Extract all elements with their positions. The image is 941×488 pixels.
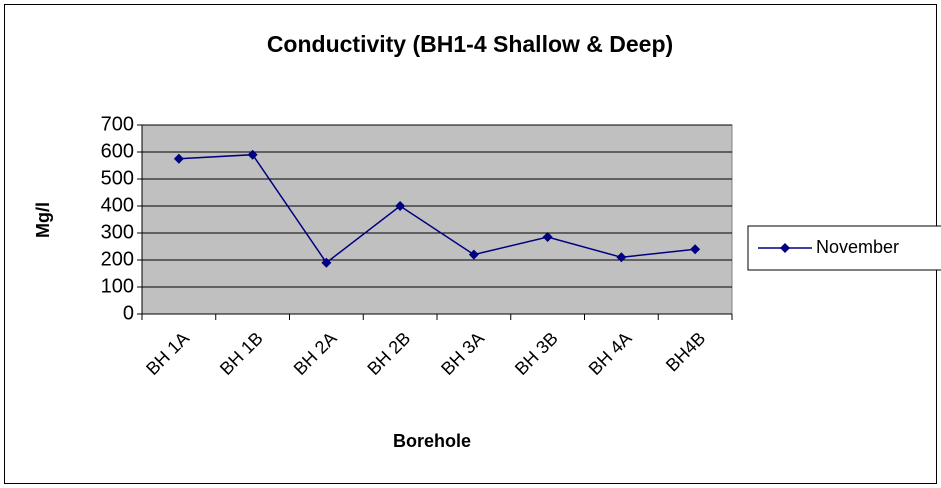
y-tick-label: 0 [123, 302, 134, 324]
legend-marker [780, 243, 790, 253]
legend-label: November [816, 237, 899, 257]
marker [690, 244, 701, 255]
y-tick-label: 700 [101, 113, 134, 135]
marker [247, 149, 258, 160]
y-tick-label: 200 [101, 248, 134, 270]
marker [321, 257, 332, 268]
marker [616, 252, 627, 263]
y-tick-label: 400 [101, 194, 134, 216]
y-tick-label: 300 [101, 221, 134, 243]
y-tick-label: 500 [101, 167, 134, 189]
series-line [178, 153, 696, 264]
marker [542, 232, 553, 243]
marker [468, 249, 479, 260]
chart-title: Conductivity (BH1-4 Shallow & Deep) [267, 31, 673, 57]
y-tick-label: 100 [101, 275, 134, 297]
plot-area [141, 124, 733, 315]
marker [173, 153, 184, 164]
x-axis-label: Borehole [393, 431, 471, 451]
marker [395, 201, 406, 211]
y-axis-label: Mg/l [33, 202, 53, 238]
y-tick-label: 600 [101, 140, 134, 162]
